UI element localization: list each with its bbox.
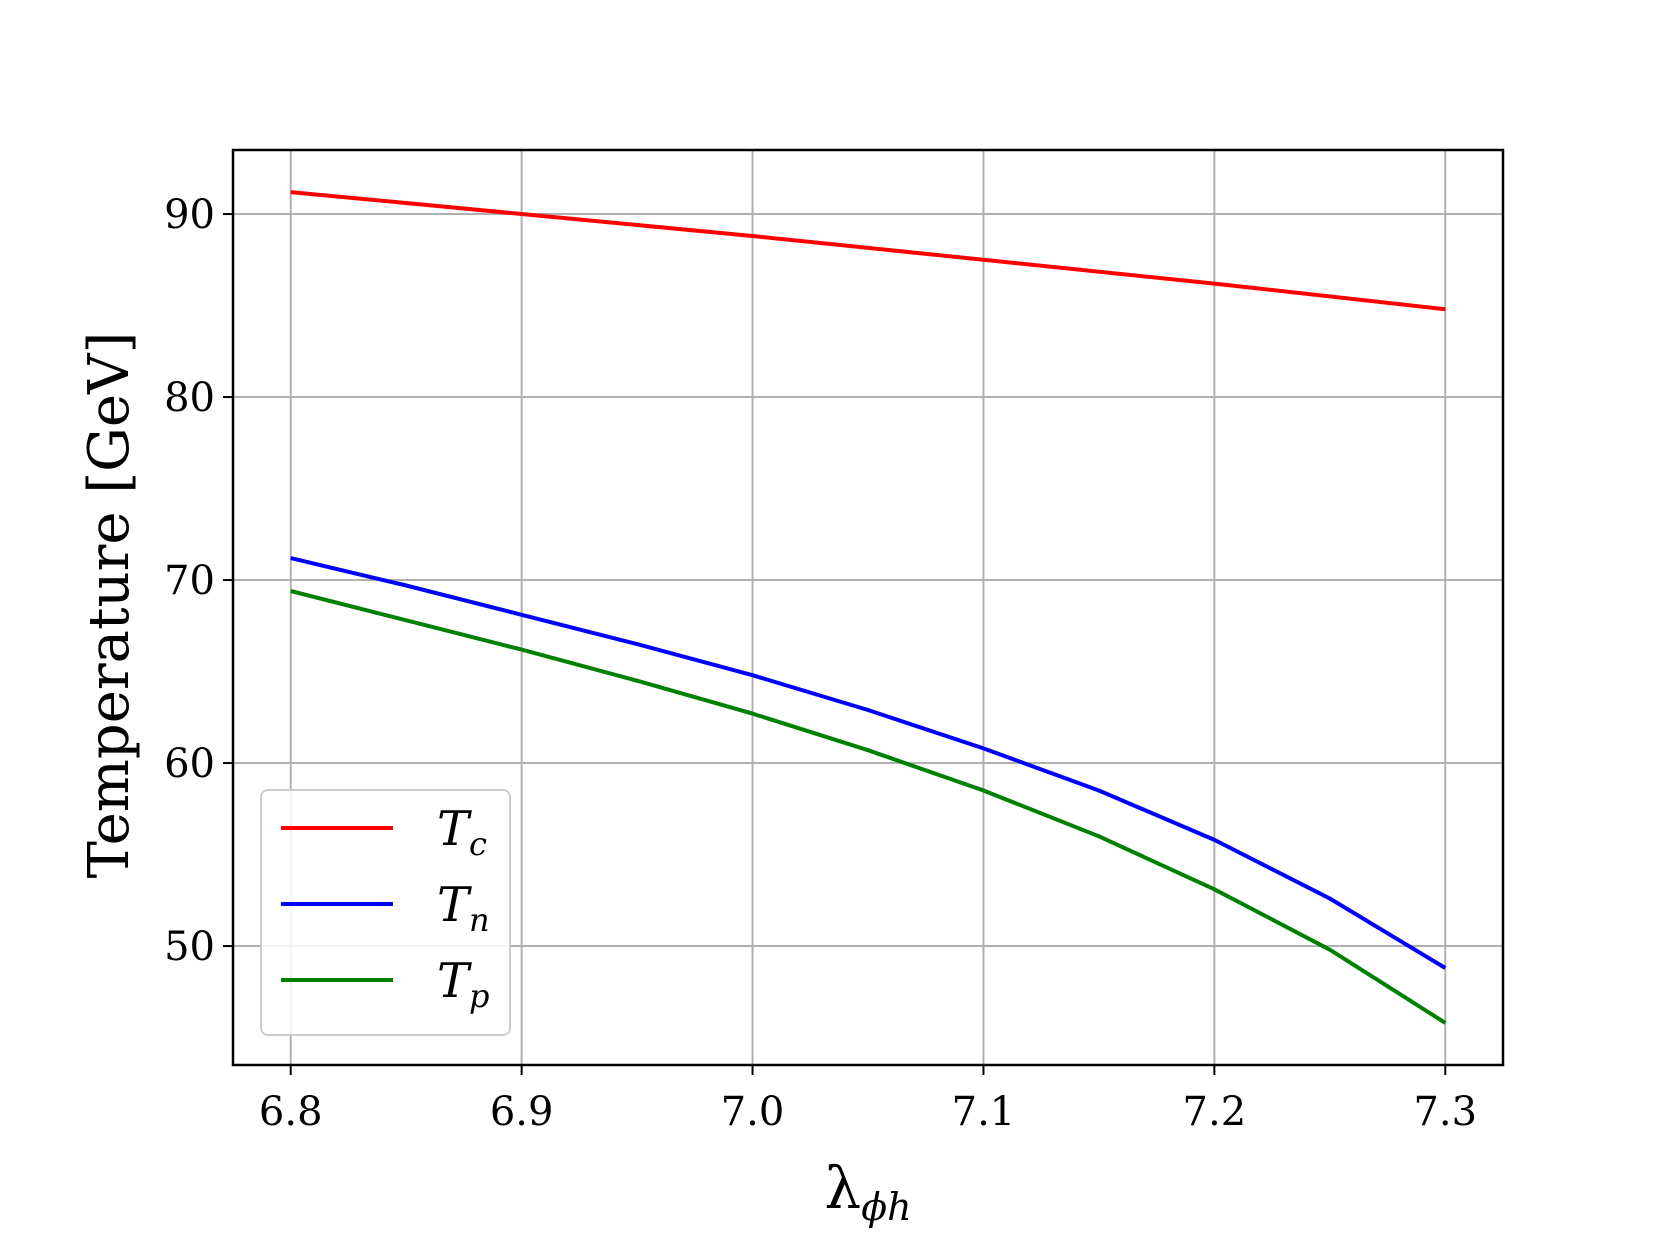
y-tick-label: 70 [164,558,215,604]
y-tick-label: 90 [164,192,215,238]
axis-ticks [223,213,1447,1075]
series-line-t-n [290,556,1447,970]
series-line-t-p [290,589,1447,1025]
y-tick-label: 80 [164,375,215,421]
y-tick-label: 50 [164,924,215,970]
plot-area-frame [231,148,1505,1067]
y-tick-label: 60 [164,741,215,787]
x-axis-label-symbol: λ [824,1154,861,1222]
legend-box [260,789,511,1036]
tick-labels: 6.8 6.9 7.0 7.1 7.2 7.3 50 60 70 80 90 [164,192,1477,1135]
x-tick-label: 6.9 [490,1089,554,1135]
legend-label-t-p: Tp [437,953,490,1015]
series-line-t-c [290,190,1446,312]
x-tick-label: 7.2 [1183,1089,1247,1135]
x-tick-label: 6.8 [259,1089,323,1135]
x-tick-label: 7.3 [1413,1089,1477,1135]
x-axis-label-subscript: ϕh [861,1185,911,1229]
x-tick-label: 7.1 [952,1089,1016,1135]
legend-label-t-n: Tn [437,877,490,939]
y-axis-label: Temperature [GeV] [77,332,142,879]
legend-label-t-c: Tc [437,801,487,863]
x-axis-label: λϕh [824,1154,911,1229]
legend: Tc Tn Tp [260,789,511,1036]
x-tick-label: 7.0 [721,1089,785,1135]
series-layer [290,190,1447,1025]
